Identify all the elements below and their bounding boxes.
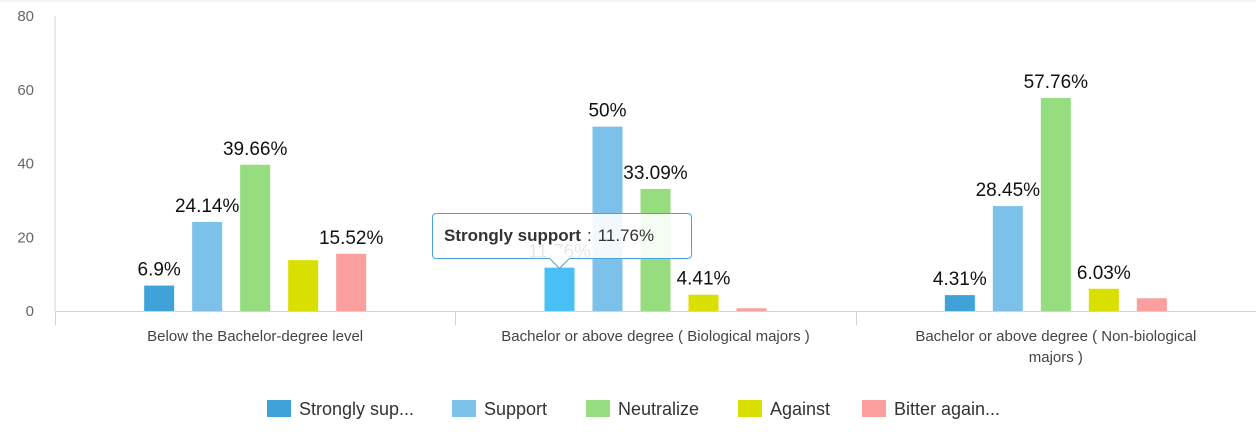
bar [1040, 98, 1071, 311]
y-tick-label: 80 [17, 8, 34, 25]
y-tick-label: 60 [17, 82, 34, 99]
legend-swatch [862, 400, 886, 417]
data-label: 6.9% [138, 260, 181, 281]
legend-swatch [452, 400, 476, 417]
legend-swatch [267, 400, 291, 417]
y-tick-label: 20 [17, 229, 34, 246]
data-label: 57.76% [1024, 72, 1089, 93]
bar [1136, 298, 1167, 311]
data-label: 24.14% [175, 196, 240, 217]
legend-label: Against [770, 399, 830, 419]
bar [736, 308, 767, 311]
data-label: 50% [588, 101, 626, 122]
data-label: 28.45% [976, 180, 1041, 201]
tooltip-series-name: Strongly support [444, 226, 581, 245]
legend-swatch [738, 400, 762, 417]
bar [944, 295, 975, 311]
bar [688, 294, 719, 311]
bar [992, 206, 1023, 311]
x-tick-label: majors ) [1029, 349, 1083, 366]
data-label: 15.52% [319, 228, 384, 249]
bar [144, 285, 175, 311]
bar [192, 221, 223, 311]
x-tick-label: Below the Bachelor-degree level [147, 328, 363, 345]
y-tick-label: 0 [26, 303, 34, 320]
legend-swatch [586, 400, 610, 417]
y-tick-label: 40 [17, 156, 34, 173]
legend-label: Support [484, 399, 547, 419]
data-label: 4.41% [677, 269, 731, 290]
bar [240, 164, 271, 311]
bar [1088, 288, 1119, 311]
legend-label: Bitter again... [894, 399, 1000, 419]
bar [288, 260, 319, 311]
data-label: 6.03% [1077, 263, 1131, 284]
legend-label: Strongly sup... [299, 399, 414, 419]
legend-label: Neutralize [618, 399, 699, 419]
tooltip-separator: : [586, 226, 592, 245]
bar [544, 267, 575, 311]
x-tick-label: Bachelor or above degree ( Non-biologica… [915, 328, 1196, 345]
tooltip-value: 11.76% [597, 226, 655, 245]
data-label: 4.31% [933, 269, 987, 290]
x-tick-label: Bachelor or above degree ( Biological ma… [501, 328, 810, 345]
data-label: 39.66% [223, 139, 288, 160]
data-label: 33.09% [623, 163, 688, 184]
bar [336, 253, 367, 311]
